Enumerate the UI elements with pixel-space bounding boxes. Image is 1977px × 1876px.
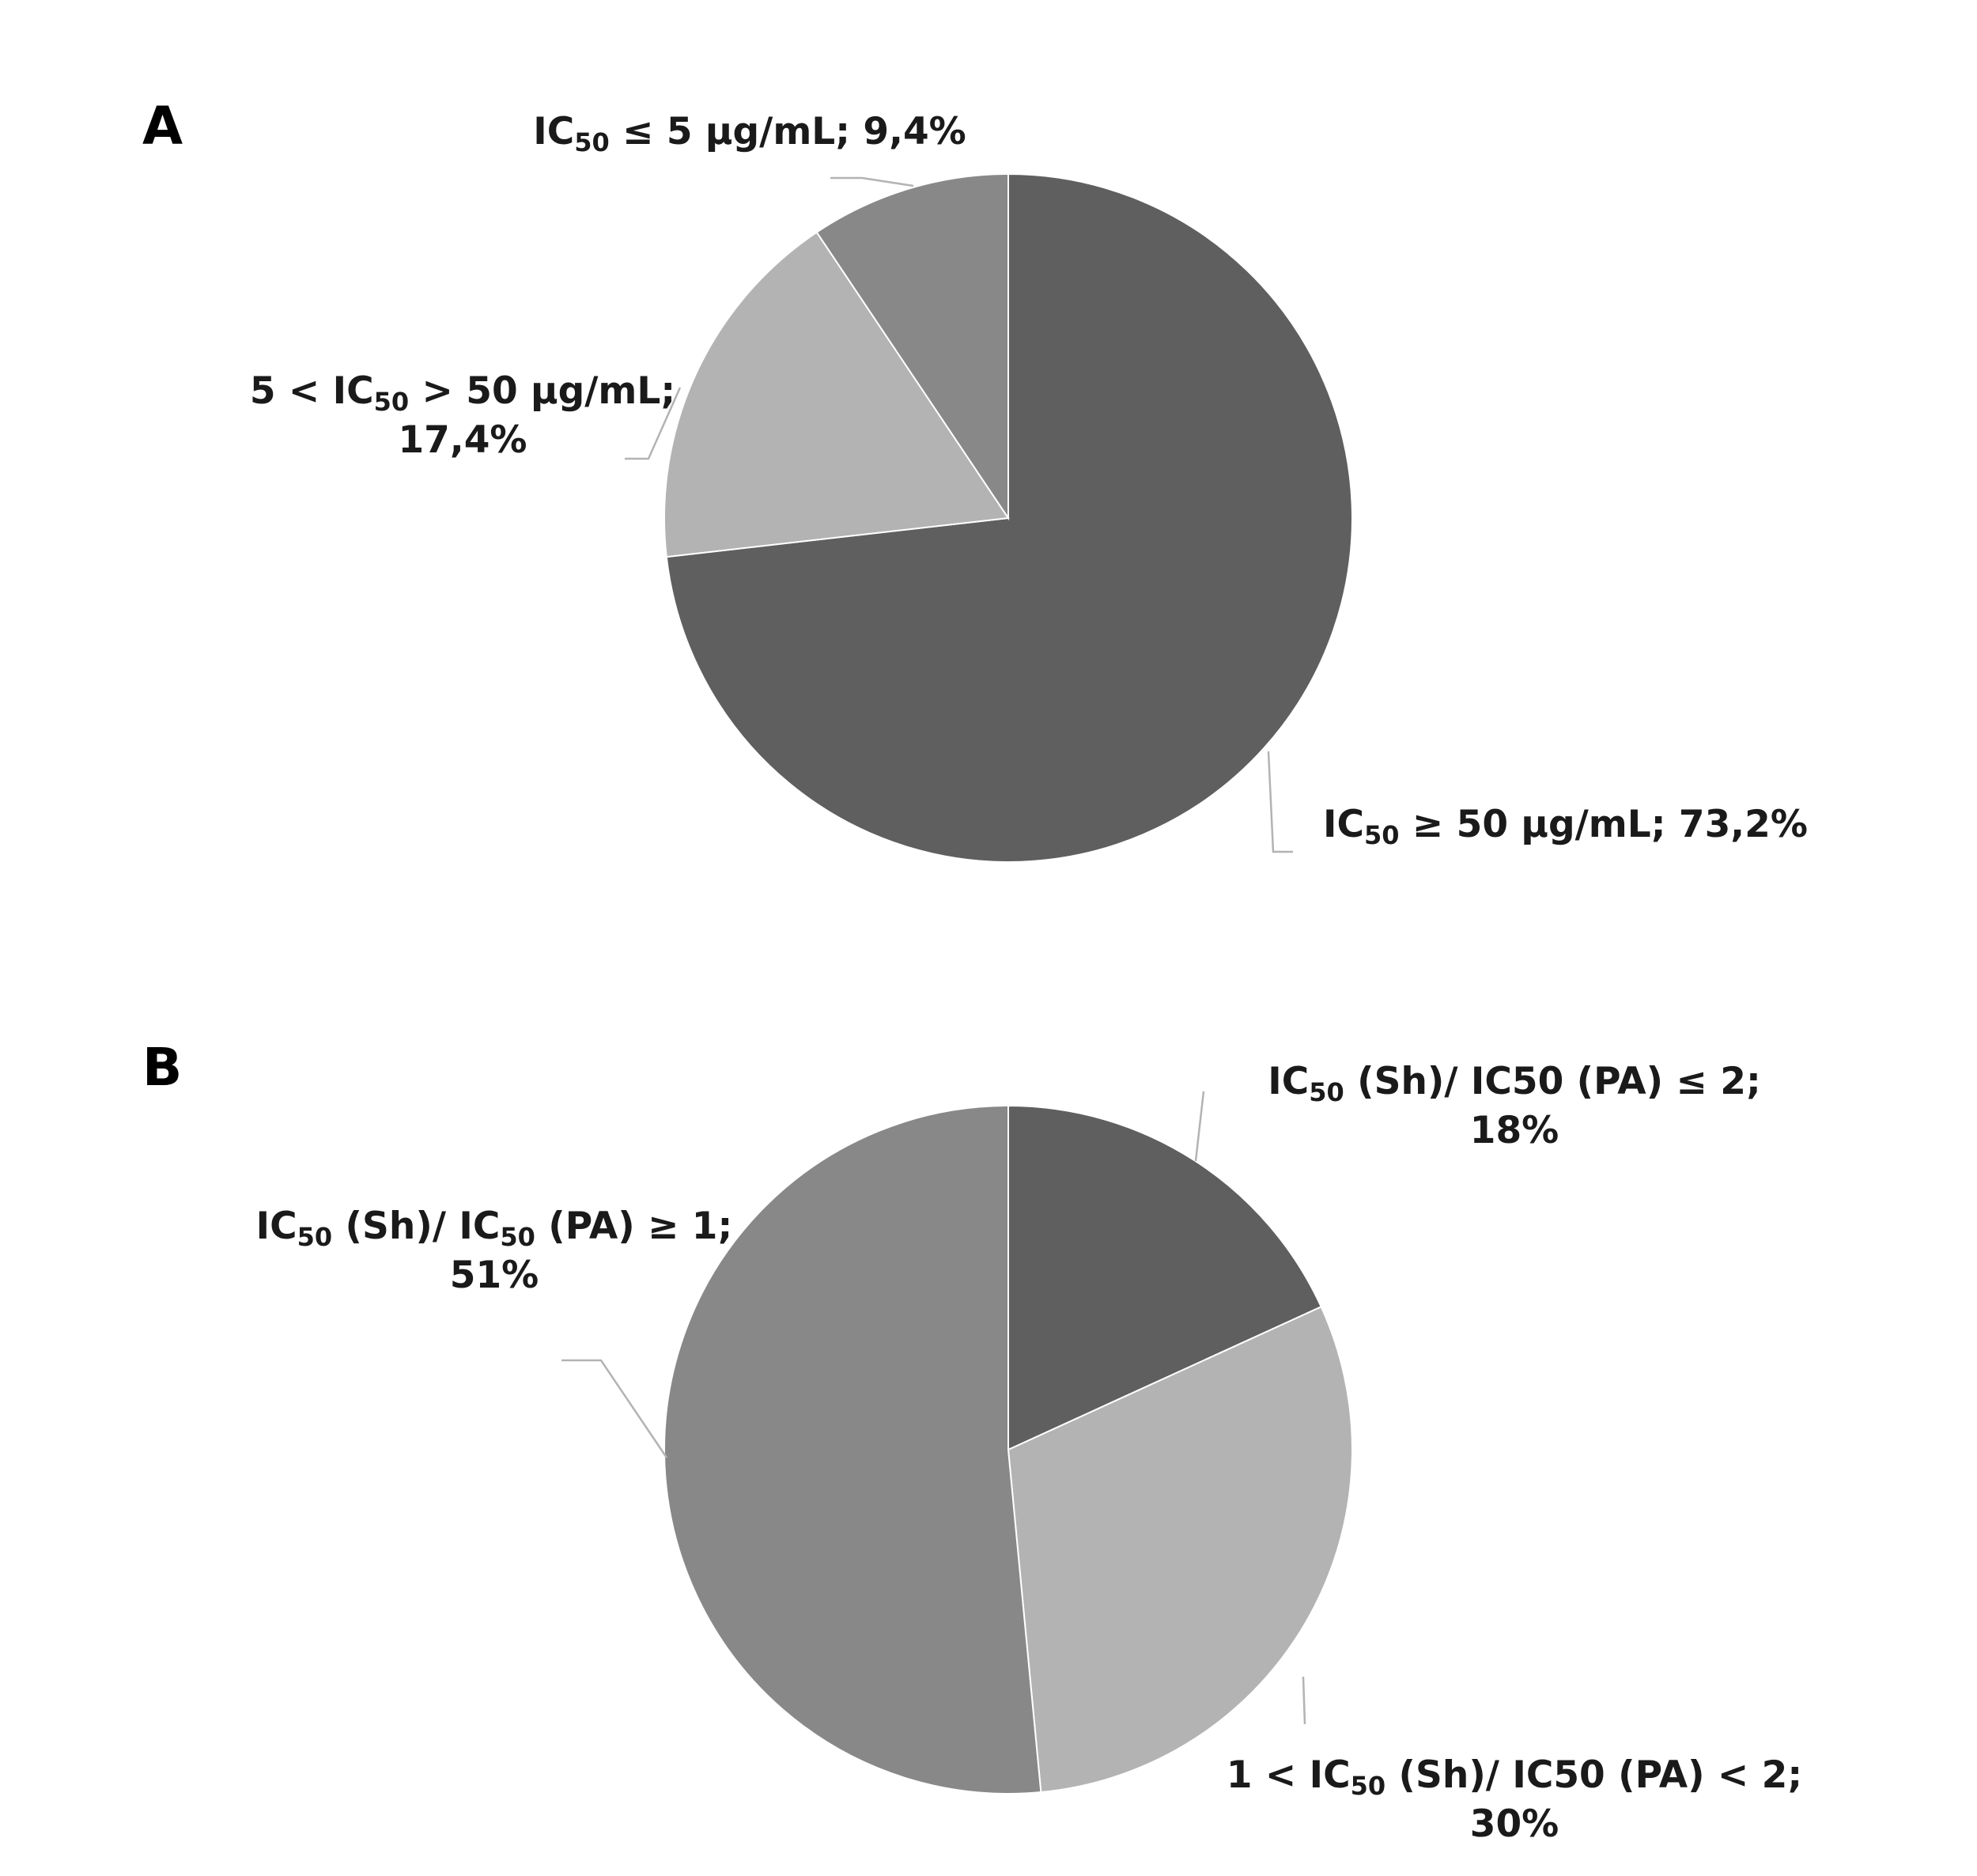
leader-line-b-1 — [1302, 1676, 1306, 1725]
leader-line-b-2 — [561, 1359, 668, 1458]
slice-label-a-1: 5 < IC50 > 50 µg/mL; 17,4% — [250, 369, 675, 462]
slice-label-a-0: IC50 ≥ 50 µg/mL; 73,2% — [1323, 803, 1808, 850]
leader-line-b-0 — [1194, 1091, 1205, 1162]
pie-slice-a-2 — [815, 172, 1009, 521]
pie-slice-a-1 — [663, 231, 1010, 558]
pie-slice-b-2 — [663, 1104, 1042, 1795]
pie-chart-a: A IC50 ≥ 50 µg/mL; 73,2% 5 < IC50 > 50 µg/… — [142, 96, 1808, 863]
panel-letter-b: B — [142, 1037, 182, 1098]
panel-letter-a: A — [142, 96, 183, 157]
leader-line-a-2 — [830, 176, 914, 187]
pie-slice-a-0 — [665, 172, 1353, 863]
leader-line-a-0 — [1267, 751, 1293, 853]
pie-slice-b-1 — [1007, 1305, 1353, 1794]
slice-label-b-1: 1 < IC50 (Sh)/ IC50 (PA) < 2; 30% — [1227, 1753, 1802, 1846]
leader-line-a-1 — [625, 387, 682, 460]
slice-label-b-2: IC50 (Sh)/ IC50 (PA) ≥ 1; 51% — [256, 1205, 733, 1297]
pie-slice-b-0 — [1007, 1104, 1323, 1451]
pie-chart-b: B IC50 (Sh)/ IC50 (PA) ≤ 2; 18% 1 < IC50 (S… — [142, 1037, 1802, 1846]
slice-label-b-0: IC50 (Sh)/ IC50 (PA) ≤ 2; 18% — [1268, 1060, 1761, 1152]
slice-label-a-2: IC50 ≤ 5 µg/mL; 9,4% — [533, 110, 966, 157]
